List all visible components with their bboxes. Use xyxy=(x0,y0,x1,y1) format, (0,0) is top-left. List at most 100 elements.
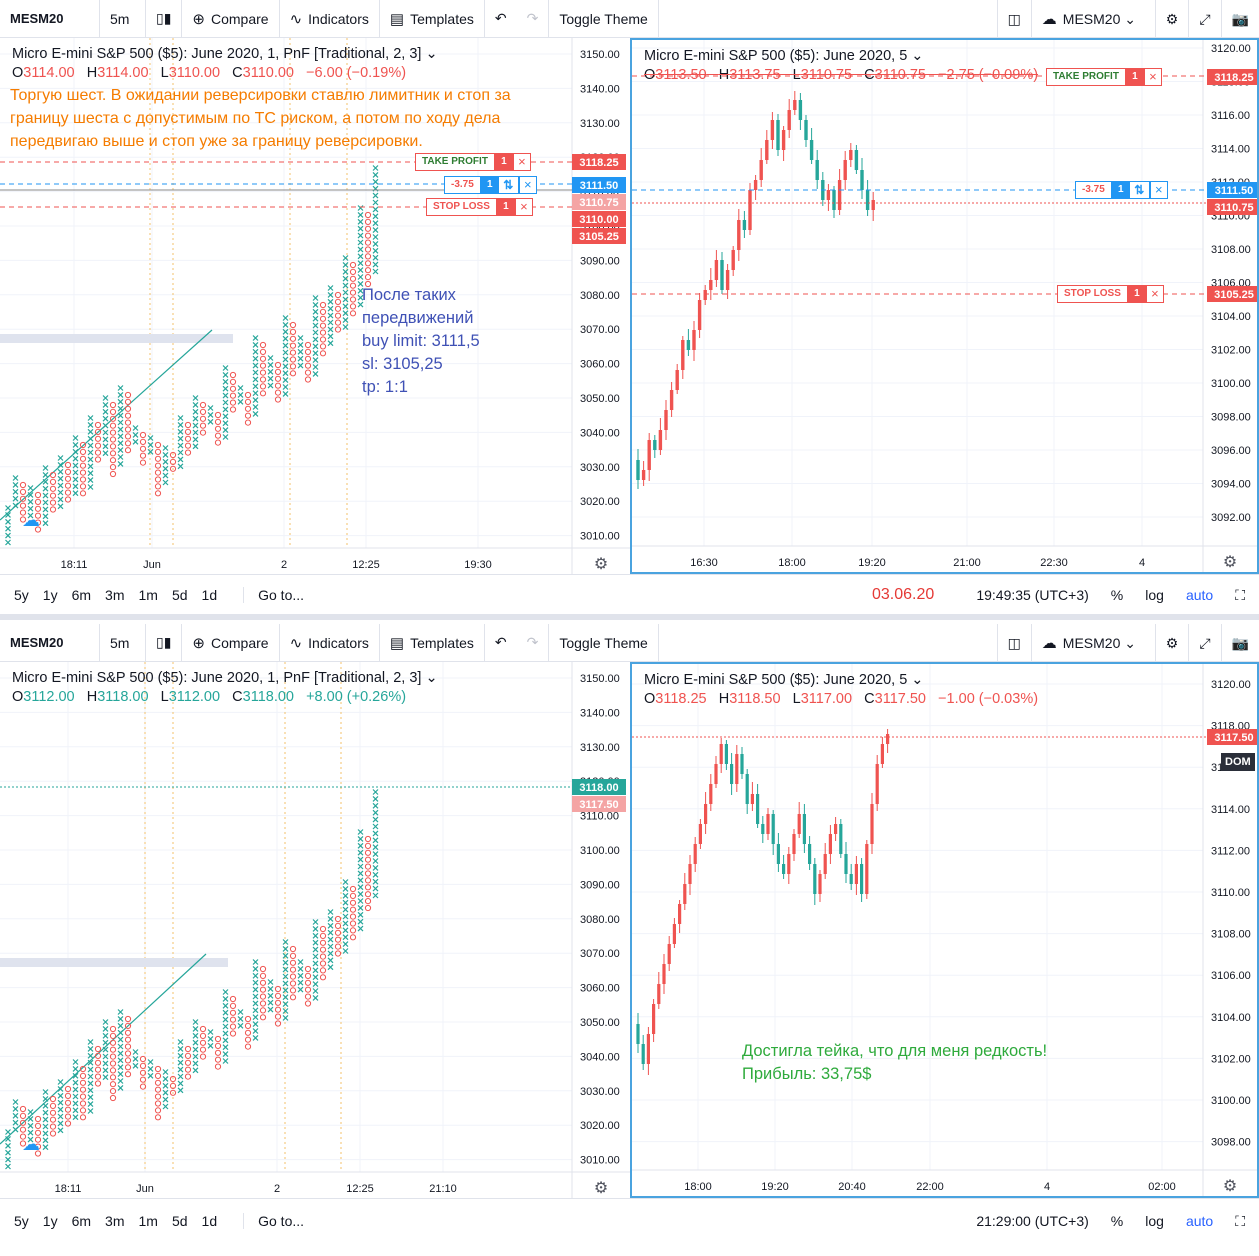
chart-type-button[interactable]: ▯▮ xyxy=(146,0,183,38)
close-icon[interactable]: × xyxy=(1149,181,1168,199)
range-5y[interactable]: 5y xyxy=(14,586,29,603)
o-label: O xyxy=(12,689,24,705)
screenshot-button[interactable]: 📷 xyxy=(1220,0,1259,38)
left-ohlc: O3114.00 H3114.00 L3110.00 C3110.00 −6.0… xyxy=(12,65,438,81)
right-chart-pane[interactable]: 3120.003118.003116.003114.003112.003110.… xyxy=(630,662,1259,1198)
pnf-x-box xyxy=(357,246,364,253)
pnf-x-box xyxy=(5,518,11,525)
left-take-profit-order[interactable]: TAKE PROFIT 1 × xyxy=(415,153,531,171)
log-toggle[interactable]: log xyxy=(1145,1213,1164,1229)
close-icon[interactable]: × xyxy=(514,198,533,216)
range-5d[interactable]: 5d xyxy=(171,586,188,603)
percent-toggle[interactable]: % xyxy=(1110,1213,1124,1229)
range-6m[interactable]: 6m xyxy=(71,586,92,603)
settings-button[interactable]: ⚙ xyxy=(1154,0,1189,38)
redo-button[interactable]: ↷ xyxy=(517,623,550,662)
pnf-o-box xyxy=(154,1107,162,1114)
goto-button[interactable]: Go to... xyxy=(243,586,304,603)
indicators-button[interactable]: ∿ Indicators xyxy=(280,623,380,662)
goto-button[interactable]: Go to... xyxy=(243,1212,304,1229)
pnf-x-box xyxy=(132,1049,139,1055)
candle-chart[interactable]: 3120.003118.003116.003114.003112.003110.… xyxy=(632,40,1257,572)
range-1m[interactable]: 1m xyxy=(138,586,158,603)
right-position-tag[interactable]: -3.75 1 ⇅ × xyxy=(1075,181,1168,199)
fullscreen-button[interactable]: ⤢ xyxy=(1188,0,1220,38)
reverse-icon[interactable]: ⇅ xyxy=(1129,181,1150,199)
pnf-x-box xyxy=(27,1129,34,1136)
auto-toggle[interactable]: auto xyxy=(1185,1213,1214,1229)
candle-body xyxy=(832,190,836,210)
left-position-tag[interactable]: -3.75 1 ⇅ × xyxy=(444,176,537,194)
range-1d[interactable]: 1d xyxy=(201,1212,218,1229)
left-chart-pane[interactable]: 3150.003140.003130.003120.003110.003100.… xyxy=(0,38,630,574)
range-1d[interactable]: 1d xyxy=(201,586,218,603)
c-label: C xyxy=(864,691,875,707)
pnf-x-box xyxy=(372,165,379,171)
chart-type-button[interactable]: ▯▮ xyxy=(146,623,183,662)
screenshot-button[interactable]: 📷 xyxy=(1220,624,1259,662)
dom-button[interactable]: DOM xyxy=(1221,753,1255,771)
close-icon[interactable]: × xyxy=(1145,285,1164,303)
pnf-x-box xyxy=(342,261,349,268)
candle-body xyxy=(792,834,796,854)
toggle-theme-button[interactable]: Toggle Theme xyxy=(549,623,659,662)
price-axis-label: 3130.00 xyxy=(580,118,620,130)
templates-button[interactable]: ▤ Templates xyxy=(380,0,485,38)
pnf-x-box xyxy=(57,1106,64,1113)
left-chart-pane[interactable]: 3150.003140.003130.003120.003110.003100.… xyxy=(0,662,630,1198)
pnf-x-box xyxy=(297,362,304,369)
layout-symbol-button[interactable]: ☁ MESM20 ⌄ xyxy=(1030,624,1155,662)
percent-toggle[interactable]: % xyxy=(1110,587,1124,603)
range-5y[interactable]: 5y xyxy=(14,1212,29,1229)
pnf-x-box xyxy=(357,280,364,287)
interval-button[interactable]: 5m xyxy=(100,0,146,38)
toggle-theme-button[interactable]: Toggle Theme xyxy=(549,0,659,38)
reverse-icon[interactable]: ⇅ xyxy=(498,176,519,194)
pnf-chart[interactable]: 3150.003140.003130.003120.003110.003100.… xyxy=(0,38,630,574)
fullscreen-toggle-icon[interactable]: ⛶ xyxy=(1235,586,1245,603)
range-1y[interactable]: 1y xyxy=(42,1212,58,1229)
candle-chart[interactable]: 3120.003118.003116.003114.003112.003110.… xyxy=(632,664,1257,1196)
compare-button[interactable]: ⊕ Compare xyxy=(182,623,280,662)
pnf-x-box xyxy=(327,964,334,971)
settings-button[interactable]: ⚙ xyxy=(1154,624,1189,662)
interval-button[interactable]: 5m xyxy=(100,623,146,662)
templates-button[interactable]: ▤ Templates xyxy=(380,623,485,662)
pnf-chart[interactable]: 3150.003140.003130.003120.003110.003100.… xyxy=(0,662,630,1198)
fullscreen-button[interactable]: ⤢ xyxy=(1188,624,1220,662)
log-toggle[interactable]: log xyxy=(1145,587,1164,603)
fullscreen-toggle-icon[interactable]: ⛶ xyxy=(1235,1212,1245,1229)
right-stop-loss-order[interactable]: STOP LOSS 1 × xyxy=(1057,285,1164,303)
right-take-profit-order[interactable]: TAKE PROFIT 1 × xyxy=(1046,68,1162,86)
indicators-button[interactable]: ∿ Indicators xyxy=(280,0,380,38)
undo-button[interactable]: ↶ xyxy=(485,624,517,662)
pnf-x-box xyxy=(102,1053,109,1060)
pnf-x-box xyxy=(342,275,349,282)
layout-button[interactable]: ◫ xyxy=(996,624,1031,662)
layout-symbol-button[interactable]: ☁ MESM20 ⌄ xyxy=(1030,0,1155,38)
pnf-x-box xyxy=(357,884,364,891)
right-chart-pane[interactable]: 3120.003118.003116.003114.003112.003110.… xyxy=(630,38,1259,574)
pnf-x-box xyxy=(222,392,229,399)
symbol-search-button[interactable]: MESM20 xyxy=(0,623,100,662)
left-stop-loss-order[interactable]: STOP LOSS 1 × xyxy=(426,198,533,216)
close-icon[interactable]: × xyxy=(518,176,537,194)
compare-button[interactable]: ⊕ Compare xyxy=(182,0,280,38)
auto-toggle[interactable]: auto xyxy=(1185,587,1214,603)
range-6m[interactable]: 6m xyxy=(71,1212,92,1229)
range-1m[interactable]: 1m xyxy=(138,1212,158,1229)
range-3m[interactable]: 3m xyxy=(105,586,125,603)
range-3m[interactable]: 3m xyxy=(105,1212,125,1229)
close-icon[interactable]: × xyxy=(512,153,531,171)
pnf-x-box xyxy=(5,1149,11,1156)
redo-button[interactable]: ↷ xyxy=(517,0,550,38)
pnf-x-box xyxy=(237,1022,244,1029)
candle-body xyxy=(776,120,780,150)
range-1y[interactable]: 1y xyxy=(42,586,58,603)
layout-button[interactable]: ◫ xyxy=(996,0,1031,38)
symbol-search-button[interactable]: MESM20 xyxy=(0,0,100,38)
undo-button[interactable]: ↶ xyxy=(485,0,517,38)
close-icon[interactable]: × xyxy=(1143,68,1162,86)
pnf-o-box xyxy=(349,303,357,310)
range-5d[interactable]: 5d xyxy=(171,1212,188,1229)
